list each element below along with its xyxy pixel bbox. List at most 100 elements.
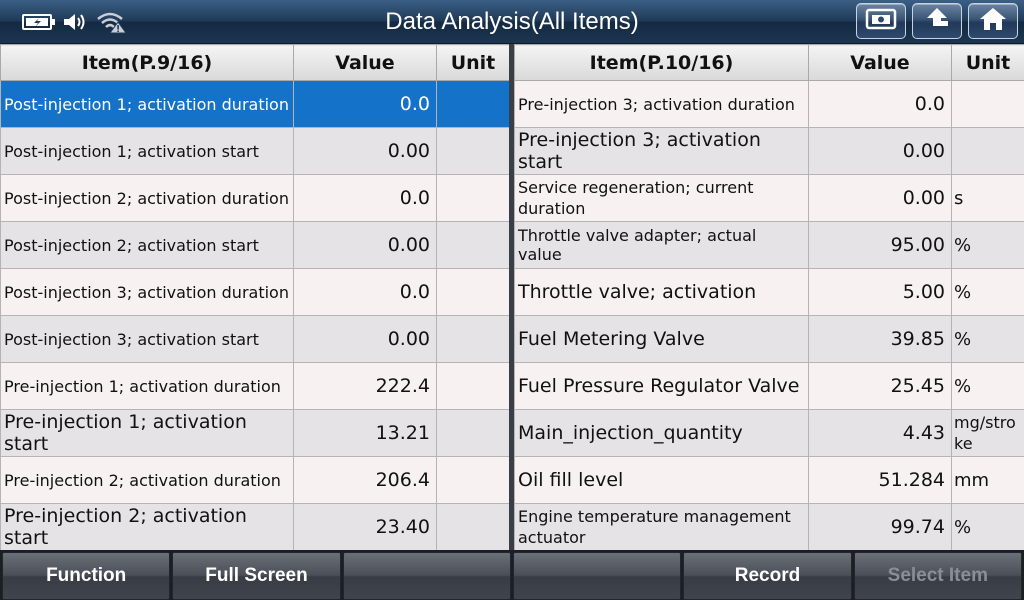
screenshot-button[interactable] [856, 3, 906, 39]
row-value: 222.4 [293, 362, 437, 410]
row-item: Pre-injection 1; activation duration [0, 362, 294, 410]
row-unit [436, 80, 510, 128]
row-item: Post-injection 2; activation duration [0, 174, 294, 222]
row-unit: s [951, 174, 1024, 222]
row-value: 4.43 [808, 409, 952, 457]
row-unit [436, 315, 510, 363]
table-row[interactable]: Pre-injection 2; activation start 23.40 [0, 503, 510, 551]
row-item: Post-injection 1; activation duration [0, 80, 294, 128]
function-button[interactable]: Function [2, 552, 171, 600]
home-icon [978, 6, 1008, 36]
row-value: 206.4 [293, 456, 437, 504]
table-row[interactable]: Pre-injection 1; activation duration 222… [0, 362, 510, 410]
table-row[interactable]: Pre-injection 3; activation start 0.00 [514, 127, 1024, 175]
column-header-unit: Unit [951, 44, 1024, 81]
row-item: Service regeneration; current duration [514, 174, 809, 222]
row-item: Pre-injection 2; activation duration [0, 456, 294, 504]
row-unit [436, 409, 510, 457]
table-row[interactable]: Main_injection_quantity 4.43 mg/stroke [514, 409, 1024, 457]
row-value: 0.0 [293, 268, 437, 316]
table-row[interactable]: Post-injection 3; activation duration 0.… [0, 268, 510, 316]
back-button[interactable] [912, 3, 962, 39]
row-value: 13.21 [293, 409, 437, 457]
table-row[interactable]: Post-injection 3; activation start 0.00 [0, 315, 510, 363]
row-unit [951, 127, 1024, 175]
title-bar: Data Analysis(All Items) [0, 0, 1024, 44]
row-unit [951, 80, 1024, 128]
row-value: 0.00 [293, 221, 437, 269]
nav-buttons [856, 3, 1018, 39]
empty-button-2 [512, 552, 682, 600]
row-value: 51.284 [808, 456, 952, 504]
table-row[interactable]: Pre-injection 2; activation duration 206… [0, 456, 510, 504]
panel-divider [509, 44, 514, 550]
table-row[interactable]: Throttle valve adapter; actual value 95.… [514, 221, 1024, 269]
row-item: Post-injection 1; activation start [0, 127, 294, 175]
table-row[interactable]: Service regeneration; current duration 0… [514, 174, 1024, 222]
table-row[interactable]: Post-injection 1; activation start 0.00 [0, 127, 510, 175]
row-item: Throttle valve; activation [514, 268, 809, 316]
record-button[interactable]: Record [683, 552, 852, 600]
right-data-table: Item(P.10/16) Value Unit Pre-injection 3… [514, 44, 1024, 551]
row-unit [436, 221, 510, 269]
select-item-button[interactable]: Select Item [853, 552, 1022, 600]
row-item: Pre-injection 2; activation start [0, 503, 294, 551]
home-button[interactable] [968, 3, 1018, 39]
page-title: Data Analysis(All Items) [385, 8, 639, 35]
table-row[interactable]: Fuel Metering Valve 39.85 % [514, 315, 1024, 363]
row-item: Pre-injection 3; activation duration [514, 80, 809, 128]
speaker-icon[interactable] [62, 11, 90, 33]
table-row[interactable]: Oil fill level 51.284 mm [514, 456, 1024, 504]
row-unit: % [951, 315, 1024, 363]
row-item: Fuel Pressure Regulator Valve [514, 362, 809, 410]
column-header-item: Item(P.10/16) [514, 44, 809, 81]
row-unit: % [951, 268, 1024, 316]
table-row[interactable]: Post-injection 2; activation start 0.00 [0, 221, 510, 269]
table-row[interactable]: Fuel Pressure Regulator Valve 25.45 % [514, 362, 1024, 410]
row-item: Engine temperature management actuator [514, 503, 809, 551]
row-item: Fuel Metering Valve [514, 315, 809, 363]
table-row[interactable]: Throttle valve; activation 5.00 % [514, 268, 1024, 316]
row-value: 0.00 [808, 127, 952, 175]
row-unit [436, 456, 510, 504]
status-icons [22, 9, 128, 35]
column-header-item: Item(P.9/16) [0, 44, 294, 81]
column-header-value: Value [808, 44, 952, 81]
row-item: Main_injection_quantity [514, 409, 809, 457]
row-item: Post-injection 3; activation start [0, 315, 294, 363]
row-value: 5.00 [808, 268, 952, 316]
table-row[interactable]: Post-injection 1; activation duration 0.… [0, 80, 510, 128]
back-icon [922, 6, 952, 36]
table-row[interactable]: Pre-injection 3; activation duration 0.0 [514, 80, 1024, 128]
row-value: 95.00 [808, 221, 952, 269]
row-item: Pre-injection 3; activation start [514, 127, 809, 175]
row-item: Post-injection 2; activation start [0, 221, 294, 269]
row-unit [436, 127, 510, 175]
row-item: Pre-injection 1; activation start [0, 409, 294, 457]
row-value: 0.00 [293, 127, 437, 175]
table-row[interactable]: Post-injection 2; activation duration 0.… [0, 174, 510, 222]
row-value: 0.00 [293, 315, 437, 363]
table-row[interactable]: Engine temperature management actuator 9… [514, 503, 1024, 551]
row-unit [436, 268, 510, 316]
table-row[interactable]: Pre-injection 1; activation start 13.21 [0, 409, 510, 457]
screenshot-icon [865, 7, 897, 35]
row-unit: % [951, 362, 1024, 410]
row-value: 39.85 [808, 315, 952, 363]
full-screen-button[interactable]: Full Screen [172, 552, 341, 600]
function-bar: Function Full Screen Record Select Item [0, 550, 1024, 600]
row-value: 0.0 [808, 80, 952, 128]
row-value: 23.40 [293, 503, 437, 551]
row-unit [436, 362, 510, 410]
row-unit [436, 503, 510, 551]
left-data-table: Item(P.9/16) Value Unit Post-injection 1… [0, 44, 510, 551]
column-header-unit: Unit [436, 44, 510, 81]
row-unit [436, 174, 510, 222]
row-value: 99.74 [808, 503, 952, 551]
row-item: Post-injection 3; activation duration [0, 268, 294, 316]
battery-charging-icon [22, 13, 56, 31]
row-item: Oil fill level [514, 456, 809, 504]
wifi-warning-icon [96, 10, 128, 34]
row-unit: % [951, 221, 1024, 269]
row-unit: % [951, 503, 1024, 551]
